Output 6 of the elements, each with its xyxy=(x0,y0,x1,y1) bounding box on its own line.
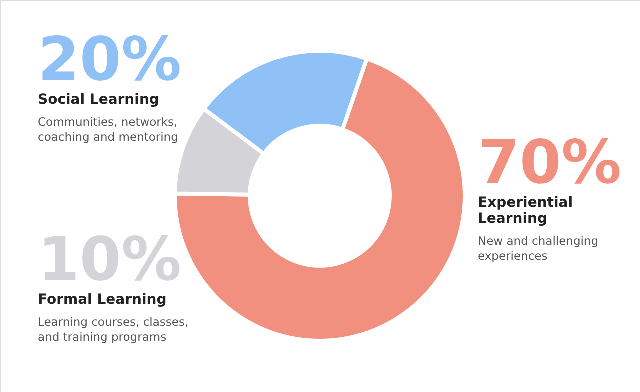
slice-label: Formal Learning xyxy=(38,292,167,308)
text: Learning courses, classes, and training programs xyxy=(38,315,189,344)
text: Communities, networks, coaching and mentoring xyxy=(38,115,178,144)
slice-label: Experiential Learning xyxy=(478,195,574,227)
slice-label: Social Learning xyxy=(38,92,160,108)
text: New and challenging experiences xyxy=(478,234,599,263)
